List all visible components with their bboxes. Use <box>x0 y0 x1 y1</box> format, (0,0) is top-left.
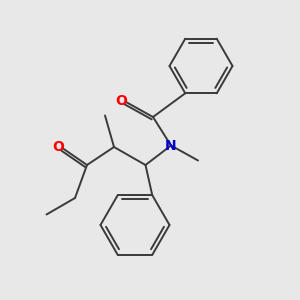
Text: O: O <box>52 140 64 154</box>
Text: N: N <box>165 139 177 152</box>
Text: O: O <box>116 94 128 107</box>
